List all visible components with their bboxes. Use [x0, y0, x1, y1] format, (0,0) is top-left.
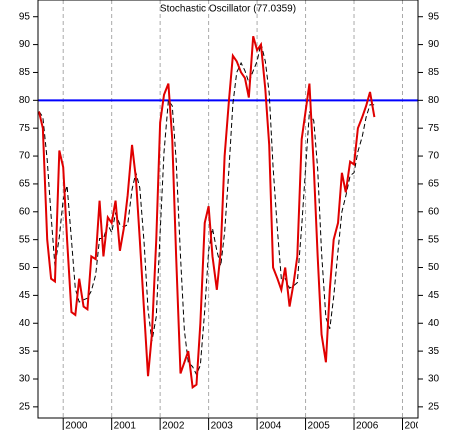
y-tick-label: 35	[19, 346, 31, 357]
y-tick-label: 40	[19, 318, 31, 329]
y-tick-label-right: 75	[428, 123, 440, 134]
y-tick-label-right: 55	[428, 234, 440, 245]
y-tick-label-right: 30	[428, 374, 440, 385]
plot-frame	[37, 0, 419, 419]
y-tick-label-right: 80	[428, 95, 440, 106]
y-tick-label-right: 60	[428, 206, 440, 217]
x-tick-label: 2004	[259, 421, 282, 432]
y-tick-label: 85	[19, 67, 31, 78]
y-tick-label-right: 35	[428, 346, 440, 357]
series-line	[38, 43, 375, 376]
y-tick-label: 95	[19, 11, 31, 22]
chart-title: Stochastic Oscillator (77.0359)	[160, 4, 296, 15]
y-tick-label-right: 90	[428, 39, 440, 50]
x-tick-label: 2005	[308, 421, 331, 432]
y-tick-label-right: 40	[428, 318, 440, 329]
y-tick-label: 25	[19, 401, 31, 412]
y-tick-label: 70	[19, 151, 31, 162]
x-tick-label: 2001	[114, 421, 137, 432]
y-tick-label: 60	[19, 206, 31, 217]
y-tick-label: 65	[19, 179, 31, 190]
y-tick-label: 80	[19, 95, 31, 106]
series-line	[37, 35, 376, 390]
y-tick-label: 75	[19, 123, 31, 134]
y-tick-label-right: 85	[428, 67, 440, 78]
y-tick-label: 55	[19, 234, 31, 245]
y-tick-label-right: 95	[428, 11, 440, 22]
y-tick-label: 50	[19, 262, 31, 273]
y-tick-label: 90	[19, 39, 31, 50]
y-tick-label-right: 70	[428, 151, 440, 162]
x-tick-label: 2002	[162, 421, 185, 432]
x-tick-label: 2000	[65, 421, 88, 432]
y-tick-label: 30	[19, 374, 31, 385]
x-tick-label: 2007	[404, 421, 427, 432]
y-tick-label-right: 25	[428, 401, 440, 412]
y-tick-label-right: 65	[428, 179, 440, 190]
y-tick-label-right: 50	[428, 262, 440, 273]
x-tick-label: 2003	[211, 421, 234, 432]
y-tick-label: 45	[19, 290, 31, 301]
x-tick-label: 2006	[356, 421, 379, 432]
y-tick-label-right: 45	[428, 290, 440, 301]
